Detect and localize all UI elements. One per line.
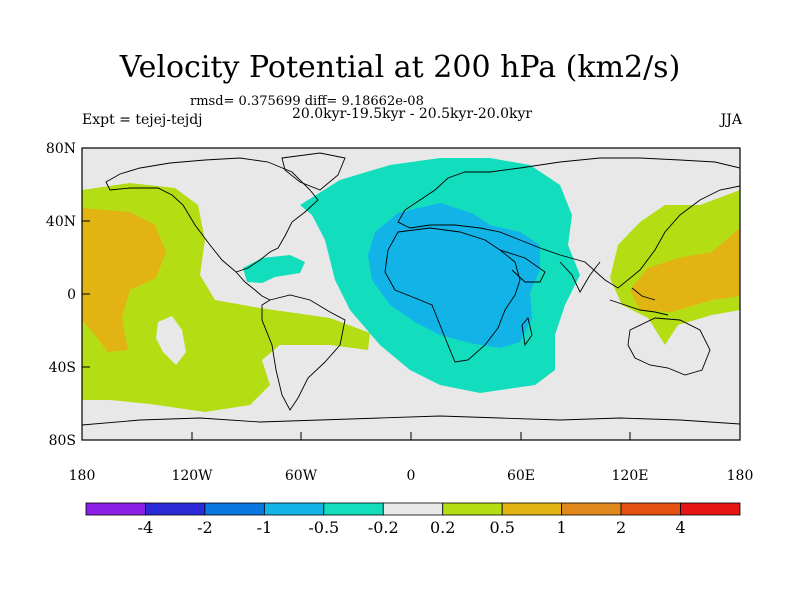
colorbar-label: -0.2	[368, 518, 399, 537]
africa-negative-moderate-region	[368, 203, 540, 348]
rmsd-stat: rmsd= 0.375699 diff= 9.18662e-08	[190, 94, 424, 109]
colorbar-box	[85, 502, 146, 516]
colorbar-box	[204, 502, 265, 516]
colorbar-box	[680, 502, 741, 516]
x-tick-60w: 60W	[285, 468, 318, 484]
velocity-potential-field	[82, 148, 740, 440]
colorbar-box	[323, 502, 384, 516]
colorbar-box	[561, 502, 622, 516]
plot-title: Velocity Potential at 200 hPa (km2/s)	[119, 50, 681, 85]
period-label: 20.0kyr-19.5kyr - 20.5kyr-20.0kyr	[292, 106, 533, 122]
west-pacific-positive-moderate-region	[630, 228, 740, 312]
y-tick-80n: 80N	[46, 141, 76, 157]
colorbar-label: 0.2	[430, 518, 455, 537]
colorbar-box	[620, 502, 681, 516]
x-tick-0: 0	[407, 468, 416, 484]
colorbar-label: -1	[257, 518, 273, 537]
pacific-neutral-hole	[156, 316, 186, 365]
colorbar-label: -2	[197, 518, 213, 537]
axis-ticks	[81, 147, 741, 441]
colorbar-box	[501, 502, 563, 516]
x-tick-180w: 180	[69, 468, 96, 484]
coastlines	[82, 152, 740, 426]
pacific-positive-moderate-region	[82, 208, 166, 352]
colorbar-box	[382, 502, 444, 516]
colorbar-label: -0.5	[308, 518, 339, 537]
caribbean-negative-region	[243, 255, 305, 283]
colorbar-box	[145, 502, 206, 516]
x-tick-120e: 120E	[612, 468, 649, 484]
y-tick-80s: 80S	[49, 433, 76, 449]
season-label: JJA	[720, 112, 742, 128]
colorbar-labels: -4 -2 -1 -0.5 -0.2 0.2 0.5 1 2 4	[138, 518, 686, 537]
colorbar-label: 1	[557, 518, 567, 537]
y-tick-0: 0	[67, 287, 76, 303]
y-tick-40s: 40S	[49, 360, 76, 376]
colorbar-box	[442, 502, 503, 516]
colorbar-label: 4	[675, 518, 685, 537]
colorbar-box	[263, 502, 325, 516]
colorbar-label: 0.5	[489, 518, 514, 537]
x-tick-120w: 120W	[171, 468, 213, 484]
colorbar	[85, 502, 741, 516]
colorbar-label: 2	[616, 518, 626, 537]
colorbar-label: -4	[138, 518, 154, 537]
experiment-label: Expt = tejej-tejdj	[82, 112, 203, 128]
x-tick-60e: 60E	[507, 468, 535, 484]
y-tick-40n: 40N	[46, 214, 76, 230]
x-tick-180e: 180	[727, 468, 754, 484]
